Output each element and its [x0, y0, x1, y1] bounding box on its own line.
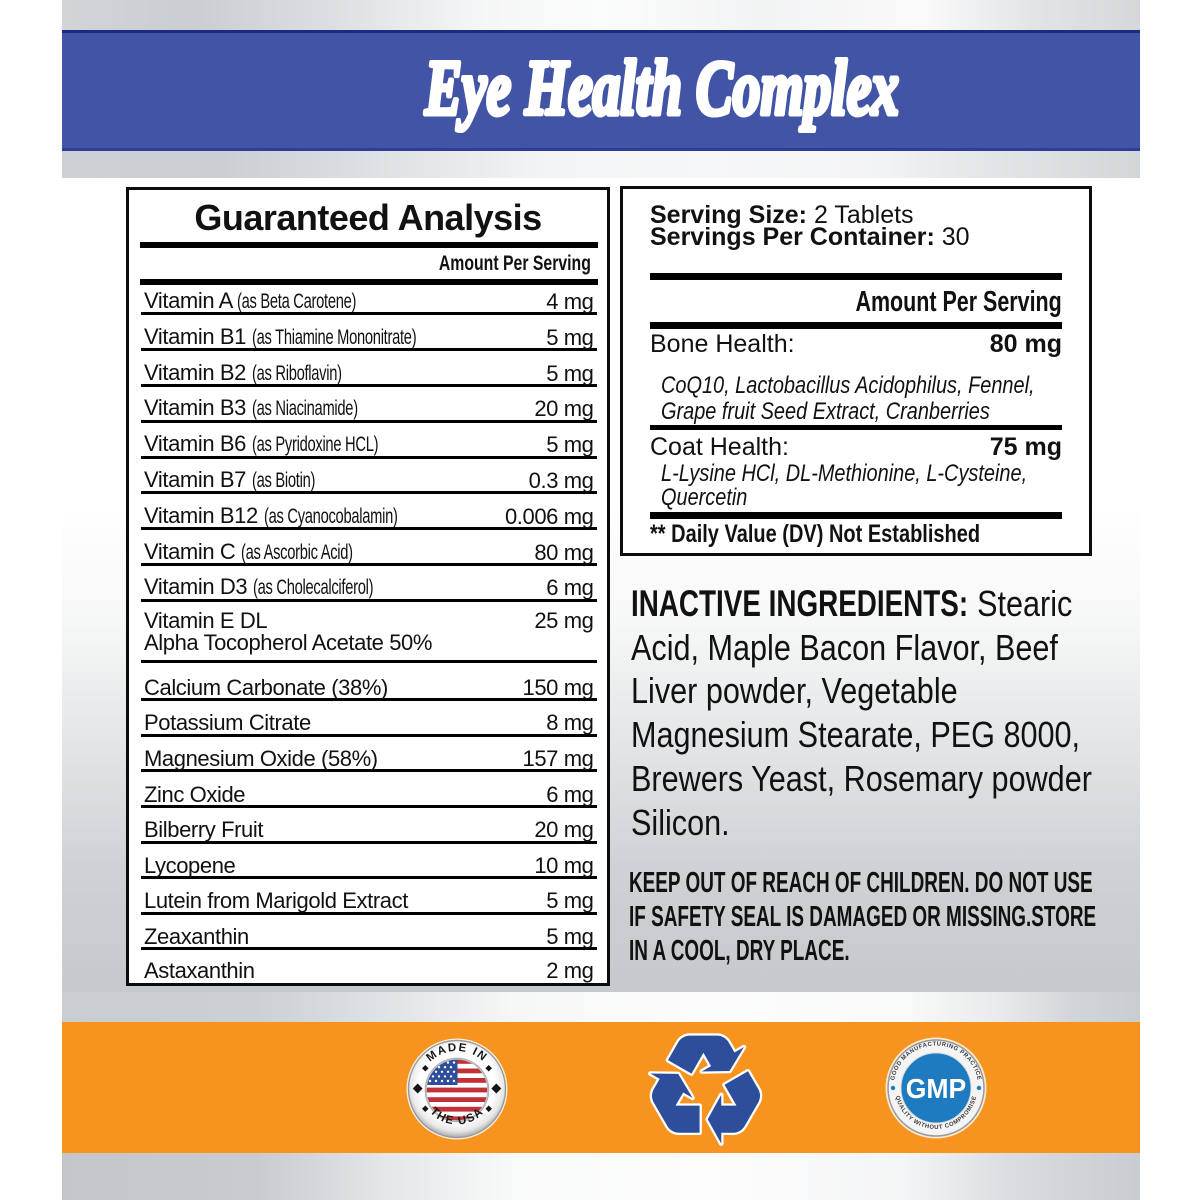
- svg-text:Eye Health Complex: Eye Health Complex: [424, 44, 899, 131]
- svg-text:GMP: GMP: [906, 1072, 967, 1104]
